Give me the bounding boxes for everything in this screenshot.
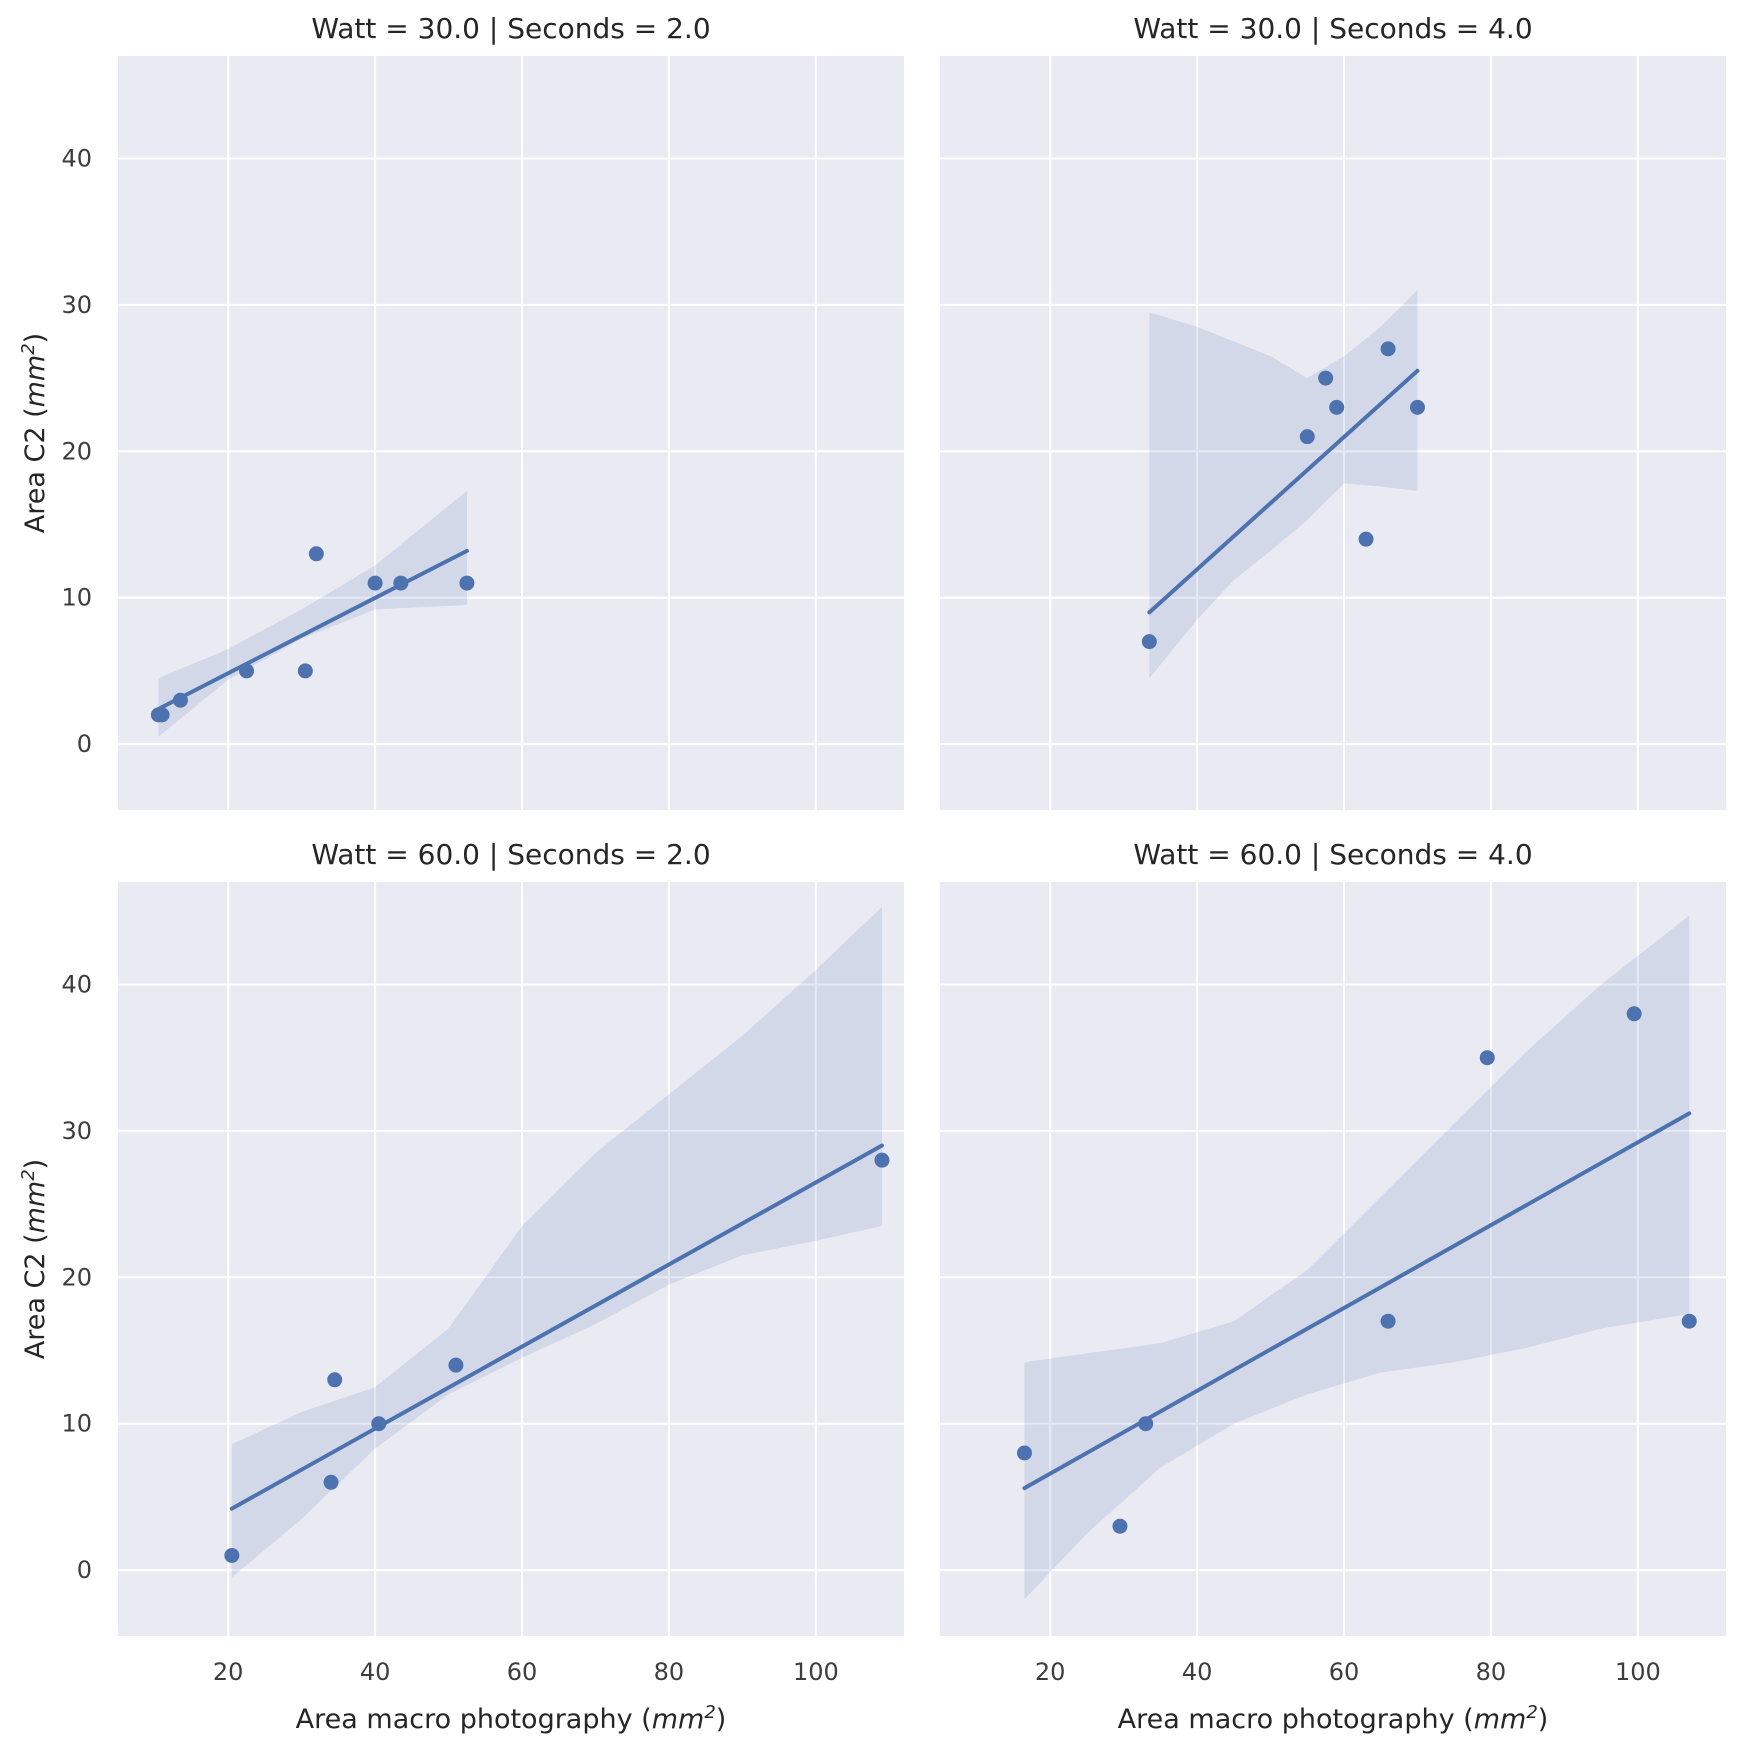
data-point: [1112, 1518, 1128, 1534]
confidence-band: [231, 906, 882, 1578]
y-tick-label: 0: [77, 1556, 92, 1584]
y-axis-label: Area C2 (mm2): [18, 1159, 51, 1359]
y-tick-label: 0: [77, 730, 92, 758]
data-point: [154, 707, 170, 723]
data-point: [1681, 1313, 1697, 1329]
facet-title: Watt = 60.0 | Seconds = 4.0: [1133, 838, 1532, 871]
y-tick-label: 10: [61, 584, 92, 612]
data-point: [327, 1372, 343, 1388]
data-point: [1479, 1050, 1495, 1066]
data-point: [224, 1547, 240, 1563]
regression-line: [1147, 368, 1420, 615]
y-tick-label: 10: [61, 1410, 92, 1438]
x-tick-label: 40: [360, 1658, 391, 1686]
y-tick-label: 40: [61, 970, 92, 998]
data-point: [1380, 341, 1396, 357]
y-tick-label: 30: [61, 291, 92, 319]
data-point: [1358, 531, 1374, 547]
x-tick-label: 60: [507, 1658, 538, 1686]
facet-title: Watt = 60.0 | Seconds = 2.0: [311, 838, 710, 871]
x-tick-label: 40: [1182, 1658, 1213, 1686]
panel-background: [118, 56, 904, 810]
y-tick-label: 30: [61, 1117, 92, 1145]
facet-panel-2: Watt = 30.0 | Seconds = 4.0: [940, 12, 1726, 810]
data-point: [393, 575, 409, 591]
x-tick-label: 20: [213, 1658, 244, 1686]
data-point: [172, 692, 188, 708]
confidence-band: [1024, 915, 1690, 1600]
panel-background: [118, 882, 904, 1636]
regression-line: [156, 548, 469, 711]
data-point: [459, 575, 475, 591]
facet-panel-1: Watt = 30.0 | Seconds = 2.0 0 10 20 30 40 Area…: [18, 12, 904, 810]
confidence-band: [158, 490, 467, 737]
x-tick-label: 100: [793, 1658, 839, 1686]
facet-panel-4: Watt = 60.0 | Seconds = 4.0 20 40 60 80 100 Ar…: [940, 838, 1726, 1735]
data-point: [874, 1152, 890, 1168]
x-tick-label: 80: [654, 1658, 685, 1686]
y-tick-label: 20: [61, 1263, 92, 1291]
y-tick-label: 40: [61, 144, 92, 172]
data-point: [308, 546, 324, 562]
data-point: [239, 663, 255, 679]
data-point: [1141, 634, 1157, 650]
facet-title: Watt = 30.0 | Seconds = 2.0: [311, 12, 710, 45]
facet-title: Watt = 30.0 | Seconds = 4.0: [1133, 12, 1532, 45]
x-tick-label: 20: [1035, 1658, 1066, 1686]
panel-background: [940, 56, 1726, 810]
data-point: [367, 575, 383, 591]
data-point: [448, 1357, 464, 1373]
x-tick-label: 60: [1329, 1658, 1360, 1686]
panel-background: [940, 882, 1726, 1636]
x-tick-label: 80: [1476, 1658, 1507, 1686]
confidence-band: [1149, 290, 1418, 679]
data-point: [1299, 429, 1315, 445]
y-axis-label: Area C2 (mm2): [18, 333, 51, 533]
data-point: [1329, 399, 1345, 415]
data-point: [1626, 1006, 1642, 1022]
regression-line: [1022, 1111, 1692, 1491]
data-point: [1380, 1313, 1396, 1329]
data-point: [1409, 399, 1425, 415]
facet-panel-3: Watt = 60.0 | Seconds = 2.0 0 10 20 30 40 Area…: [18, 838, 904, 1735]
x-axis-label: Area macro photography (mm2): [1118, 1702, 1549, 1735]
data-point: [371, 1416, 387, 1432]
x-axis-label: Area macro photography (mm2): [296, 1702, 727, 1735]
data-point: [323, 1474, 339, 1490]
x-tick-label: 100: [1615, 1658, 1661, 1686]
data-point: [1138, 1416, 1154, 1432]
data-point: [1318, 370, 1334, 386]
y-tick-label: 20: [61, 437, 92, 465]
data-point: [297, 663, 313, 679]
regression-line: [229, 1143, 884, 1511]
data-point: [1016, 1445, 1032, 1461]
